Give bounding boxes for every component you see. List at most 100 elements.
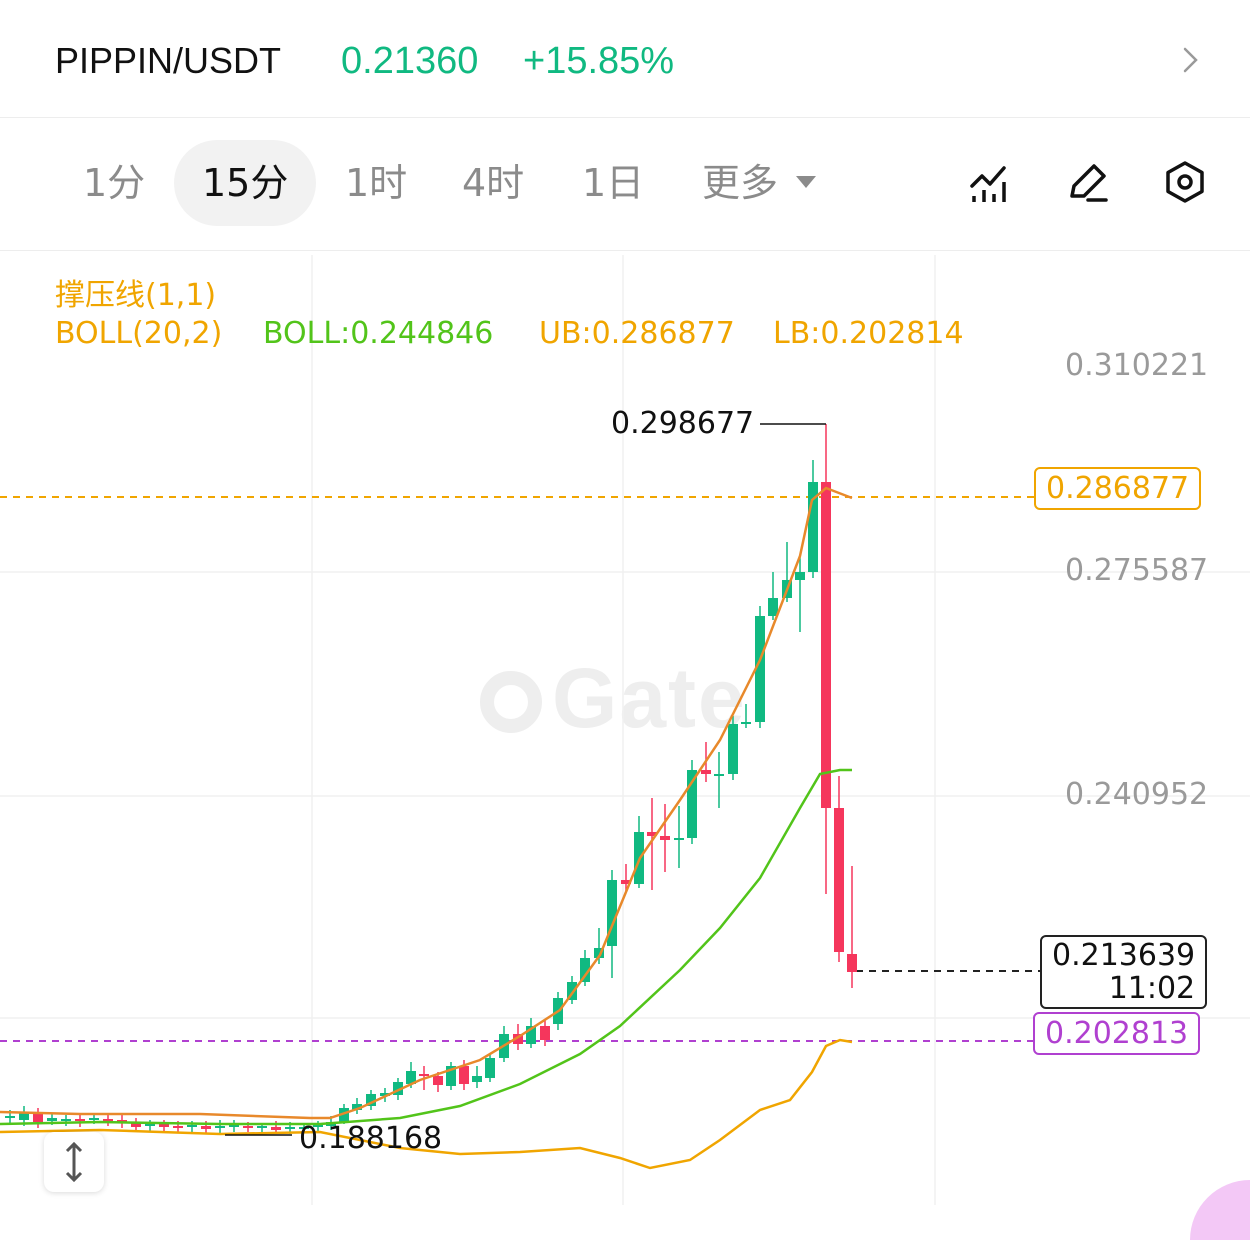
candle-body — [660, 836, 670, 840]
candle — [660, 804, 670, 872]
candle-body — [131, 1123, 141, 1127]
tab-15m[interactable]: 15分 — [174, 140, 317, 226]
candle-body — [741, 722, 751, 724]
gate-watermark: Gate — [480, 650, 747, 747]
candle-body — [419, 1074, 429, 1076]
candle — [580, 950, 590, 986]
settings-hex-icon[interactable] — [1163, 160, 1207, 204]
candle-body — [446, 1066, 456, 1086]
candle — [621, 864, 631, 892]
candle-body — [19, 1112, 29, 1120]
candlestick-chart[interactable] — [0, 250, 1250, 1205]
candle — [687, 760, 697, 844]
candle-body — [701, 770, 711, 774]
candle-body — [187, 1125, 197, 1127]
candle-body — [243, 1126, 253, 1128]
candle-body — [821, 482, 831, 808]
candle — [540, 1020, 550, 1046]
candle-body — [674, 838, 684, 840]
candle-body — [433, 1076, 443, 1085]
boll-ub-value: UB:0.286877 — [539, 316, 735, 351]
candle-body — [647, 832, 657, 836]
boll-bands — [0, 486, 853, 1170]
candle-body — [173, 1126, 183, 1128]
watermark-text: Gate — [552, 651, 747, 745]
candle-body — [621, 880, 631, 884]
boll-lb-value: LB:0.202814 — [773, 316, 964, 351]
candle — [366, 1090, 376, 1110]
toolbar-divider — [0, 250, 1250, 251]
candle-body — [393, 1082, 403, 1095]
candle-body — [406, 1071, 416, 1084]
last-price-tag-value: 0.213639 — [1052, 938, 1196, 973]
candle — [647, 798, 657, 890]
candle-body — [755, 616, 765, 722]
price-axis-label: 0.275587 — [1065, 553, 1209, 588]
candle-body — [145, 1124, 155, 1126]
candle — [795, 556, 805, 632]
draw-pen-icon[interactable] — [1066, 160, 1110, 204]
lb-price-tag: 0.202813 — [1033, 1012, 1201, 1055]
candle-body — [485, 1058, 495, 1078]
ticker-header[interactable]: PIPPIN/USDT 0.21360 +15.85% — [0, 0, 1250, 118]
candle-body — [768, 598, 778, 616]
candle-body — [299, 1127, 309, 1129]
candle — [472, 1066, 482, 1088]
candle-body — [352, 1104, 362, 1110]
candle-body — [229, 1125, 239, 1127]
candle-body — [607, 880, 617, 946]
vertical-arrows-icon — [65, 1141, 83, 1183]
last-price-tag[interactable]: 0.213639 11:02 — [1040, 935, 1208, 1009]
boll-mid-value: BOLL:0.244846 — [263, 316, 494, 351]
candle — [821, 424, 831, 894]
tab-1h[interactable]: 1时 — [345, 161, 408, 205]
pair-name: PIPPIN/USDT — [55, 40, 282, 81]
candle — [313, 1121, 323, 1131]
tab-1m[interactable]: 1分 — [83, 161, 146, 205]
candle-body — [808, 482, 818, 572]
chevron-right-icon[interactable] — [1176, 46, 1204, 74]
vertical-scale-button[interactable] — [44, 1132, 104, 1192]
boll-name-label[interactable]: BOLL(20,2) — [55, 316, 223, 351]
candle — [714, 752, 724, 808]
candle-body — [366, 1094, 376, 1106]
candle-body — [285, 1127, 295, 1129]
candle-body — [714, 774, 724, 776]
candle — [741, 704, 751, 728]
candle — [634, 816, 644, 888]
candle — [131, 1118, 141, 1131]
indicator-icon[interactable] — [968, 160, 1012, 204]
candle — [768, 572, 778, 620]
candle — [847, 866, 857, 988]
candle-body — [472, 1076, 482, 1082]
support-resistance-label[interactable]: 撑压线(1,1) — [55, 278, 217, 313]
candle-body — [540, 1026, 550, 1040]
candle-body — [339, 1108, 349, 1122]
candle — [808, 460, 818, 578]
candle — [834, 776, 844, 962]
tab-4h[interactable]: 4时 — [462, 161, 525, 205]
tab-more[interactable]: 更多 — [702, 140, 817, 226]
boll-upper-band — [0, 486, 853, 1120]
candle-body — [795, 572, 805, 580]
candle-body — [159, 1124, 169, 1127]
candle-body — [847, 954, 857, 972]
tab-1d[interactable]: 1日 — [582, 161, 645, 205]
candle — [117, 1114, 127, 1128]
candle-body — [33, 1112, 43, 1122]
candle — [728, 716, 738, 780]
price-axis-label: 0.240952 — [1065, 777, 1209, 812]
candle-body — [567, 982, 577, 1000]
candle — [446, 1062, 456, 1090]
candle-body — [459, 1066, 469, 1084]
high-price-annotation: 0.298677 — [611, 406, 755, 441]
candle-body — [117, 1120, 127, 1122]
candle-body — [513, 1034, 523, 1044]
candle — [75, 1115, 85, 1127]
timeframe-tabs: 1分 15分 1时 4时 1日 更多 — [0, 140, 1250, 230]
candle-body — [75, 1119, 85, 1121]
candle-body — [257, 1126, 267, 1128]
candle — [215, 1120, 225, 1134]
candles — [5, 424, 857, 1134]
candle-body — [728, 724, 738, 774]
